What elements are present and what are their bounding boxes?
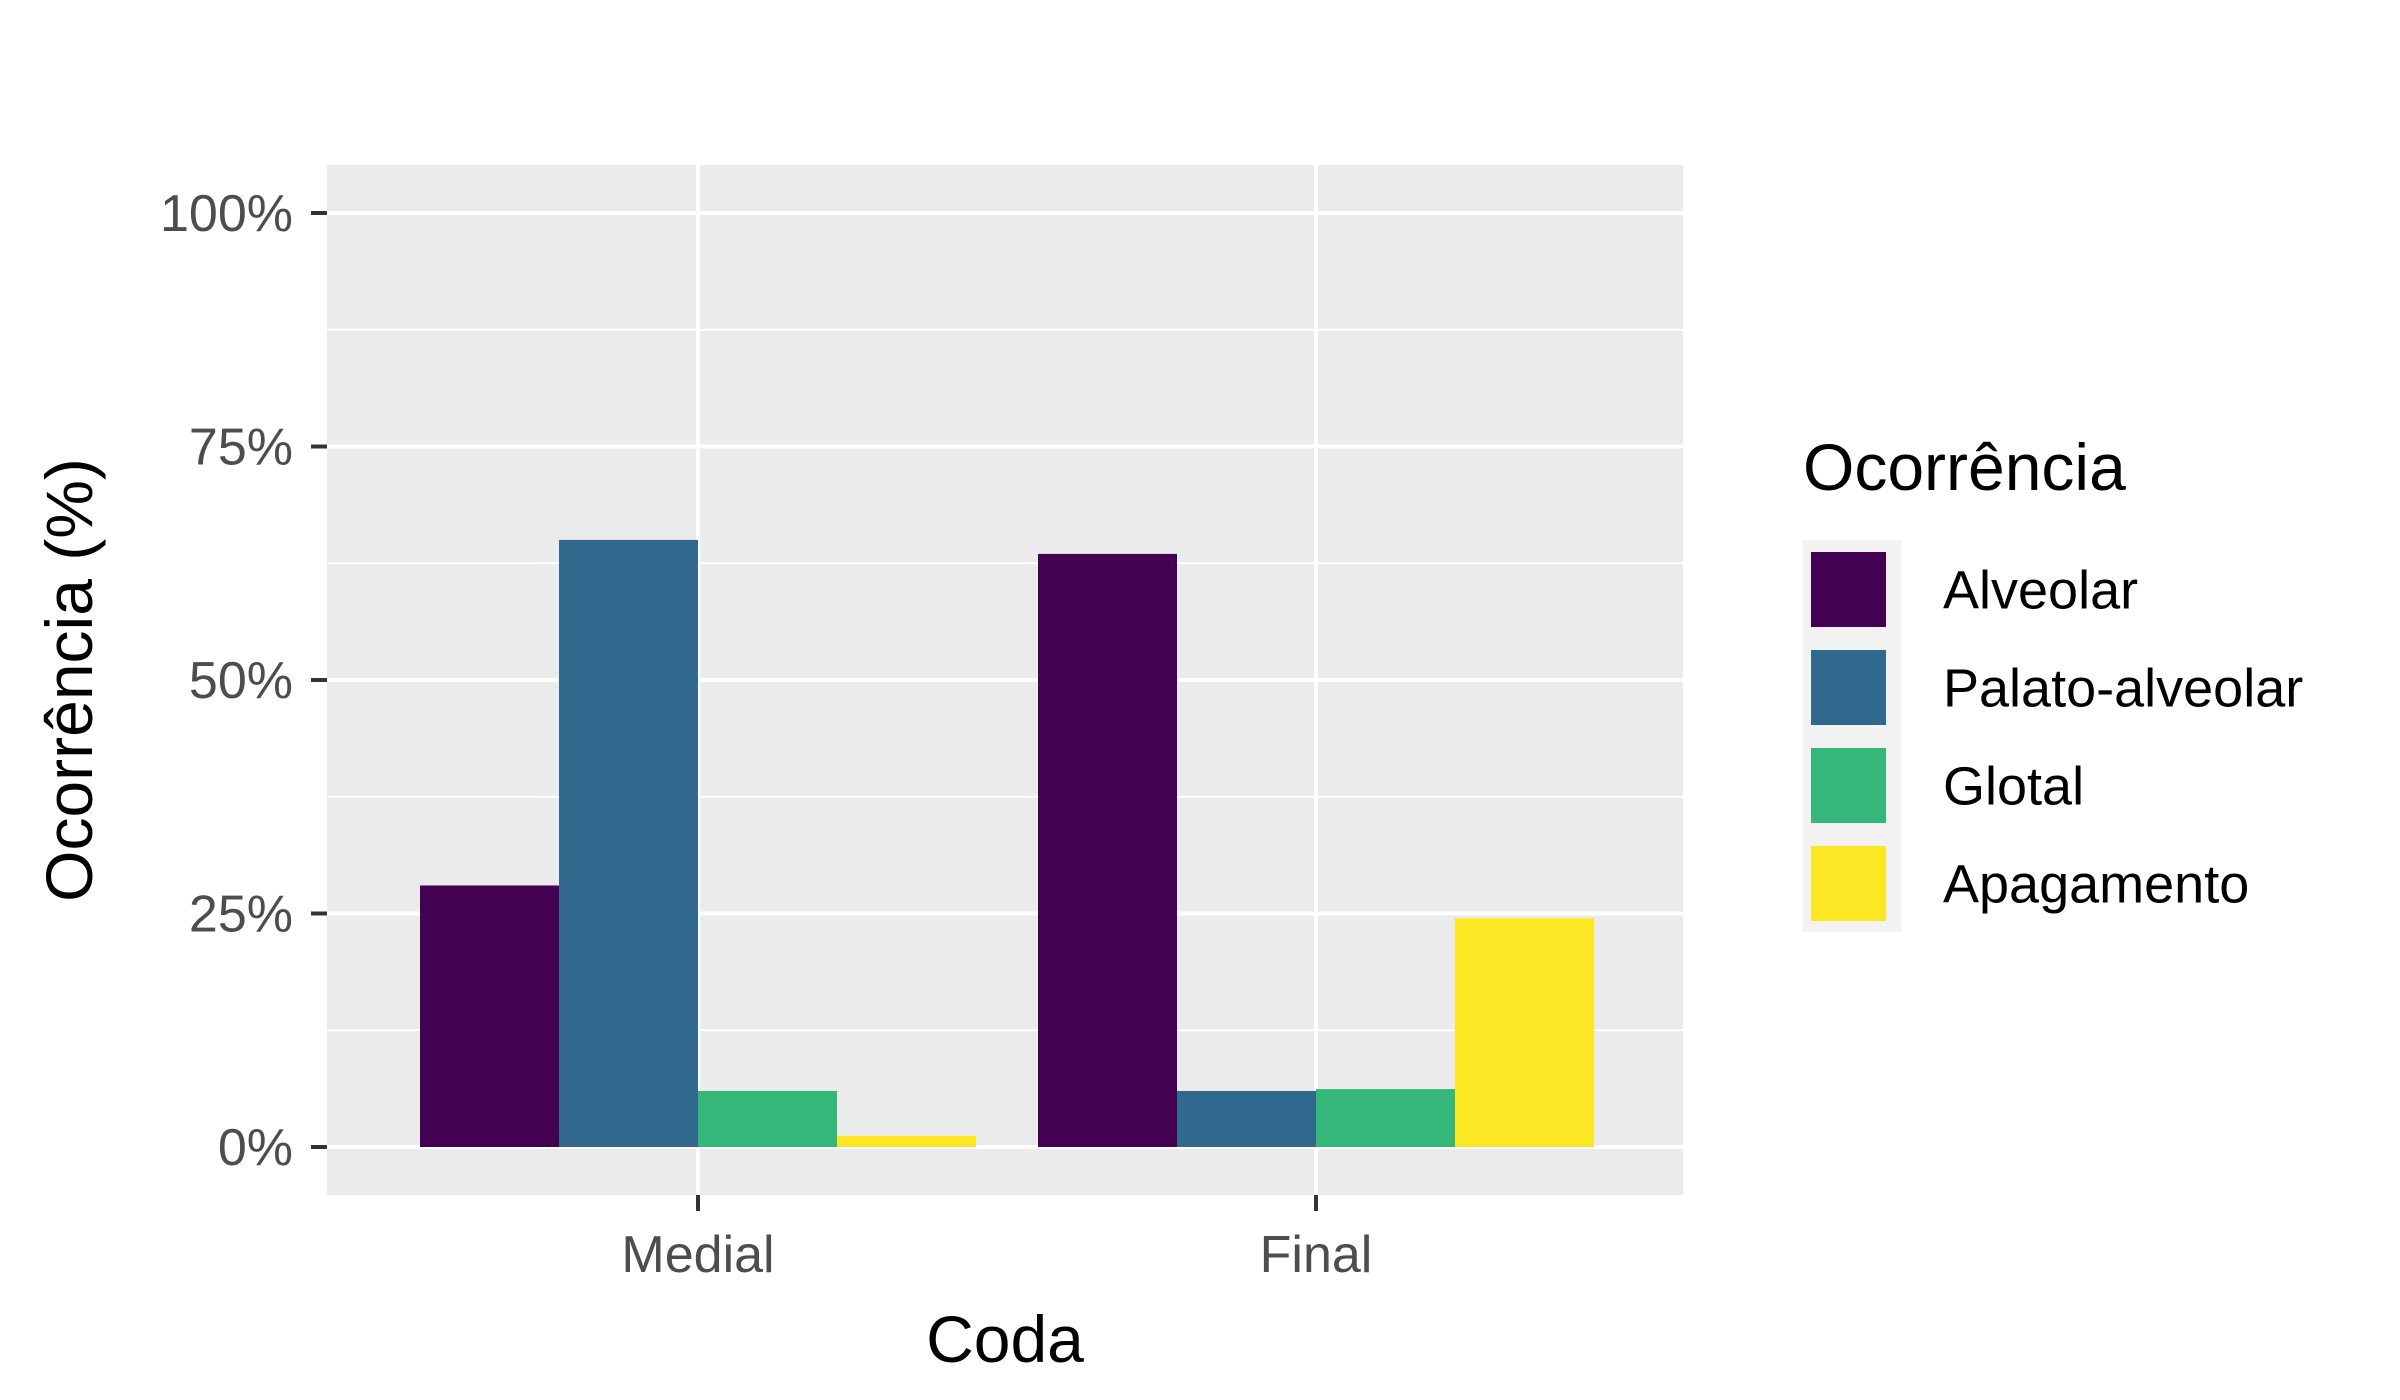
y-axis: 0% 25% 50% 75% 100%	[160, 185, 327, 1177]
bar-medial-palato-alveolar	[559, 539, 698, 1147]
x-axis-title: Coda	[926, 1302, 1084, 1376]
legend-label: Alveolar	[1943, 561, 2138, 621]
x-tick-label: Medial	[621, 1226, 774, 1284]
legend-swatch	[1811, 552, 1886, 627]
legend-swatch	[1811, 650, 1886, 725]
bar-final-palato-alveolar	[1177, 1090, 1316, 1147]
legend-swatch	[1811, 748, 1886, 823]
bar-final-alveolar	[1038, 553, 1177, 1147]
bar-medial-glotal	[698, 1090, 837, 1147]
legend-title: Ocorrência	[1803, 430, 2126, 504]
bar-medial-apagamento	[837, 1135, 976, 1147]
legend: Ocorrência Alveolar Palato-alveolar Glotal…	[1803, 430, 2303, 932]
x-axis: Medial Final	[621, 1195, 1372, 1284]
bars-group	[420, 539, 1594, 1147]
y-tick-label: 25%	[189, 886, 293, 944]
bar-final-apagamento	[1455, 918, 1594, 1147]
y-axis-title: Ocorrência (%)	[32, 458, 106, 902]
legend-swatch	[1811, 846, 1886, 921]
legend-label: Apagamento	[1943, 855, 2249, 915]
y-tick-label: 100%	[160, 185, 293, 243]
bar-medial-alveolar	[420, 885, 559, 1147]
bar-final-glotal	[1316, 1089, 1455, 1147]
y-tick-label: 75%	[189, 419, 293, 477]
legend-label: Palato-alveolar	[1943, 659, 2303, 719]
y-tick-label: 50%	[189, 652, 293, 710]
y-tick-label: 0%	[218, 1119, 293, 1177]
legend-label: Glotal	[1943, 757, 2084, 817]
x-tick-label: Final	[1260, 1226, 1373, 1284]
